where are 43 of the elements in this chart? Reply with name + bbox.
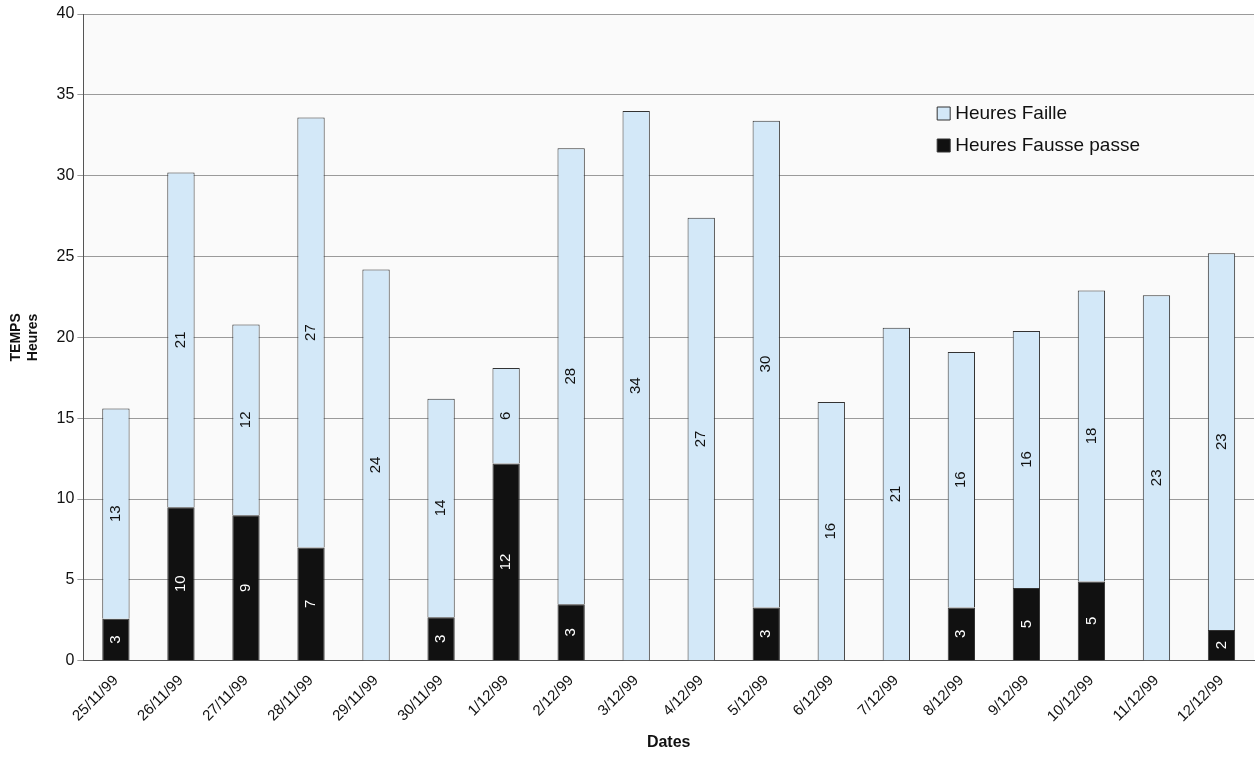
y-tick-label: 40 [56, 4, 75, 22]
data-label: 5 [1016, 619, 1034, 629]
data-label: 30 [756, 355, 774, 373]
data-label: 23 [1146, 469, 1164, 487]
data-label: 21 [171, 331, 189, 349]
data-label: 27 [301, 324, 319, 341]
data-label: 34 [626, 377, 644, 394]
data-label: 6 [496, 411, 514, 420]
data-label: 3 [951, 629, 969, 639]
data-label: 16 [951, 471, 969, 489]
y-tick-label: 15 [56, 408, 75, 426]
data-label: 5 [1081, 616, 1099, 626]
data-label: 18 [1081, 427, 1099, 445]
data-label: 7 [301, 599, 319, 609]
data-label: 24 [366, 456, 384, 474]
data-label: 9 [236, 583, 254, 592]
legend-label: Heures Fausse passe [955, 134, 1141, 156]
x-axis-title: Dates [646, 732, 691, 750]
data-label: 23 [1211, 433, 1229, 451]
data-label: 16 [821, 522, 839, 540]
data-label: 3 [561, 628, 579, 637]
data-label: 12 [496, 553, 514, 571]
data-label: 27 [691, 430, 709, 448]
y-tick-label: 20 [56, 327, 75, 345]
data-label: 12 [236, 411, 254, 429]
data-label: 21 [886, 485, 904, 503]
y-tick-label: 5 [65, 570, 75, 588]
data-label: 16 [1016, 451, 1034, 468]
y-tick-label: 0 [65, 651, 75, 669]
y-tick-label: 30 [56, 166, 75, 184]
data-label: 13 [106, 505, 124, 522]
data-label: 3 [106, 635, 124, 644]
data-label: 2 [1211, 641, 1229, 650]
data-label: 10 [171, 575, 189, 593]
data-label: 28 [561, 367, 579, 385]
data-label: 3 [431, 634, 449, 643]
y-tick-label: 25 [56, 246, 75, 264]
data-label: 3 [756, 629, 774, 639]
y-axis-title: TEMPS Heures [7, 313, 41, 362]
y-tick-label: 35 [56, 85, 75, 103]
y-tick-label: 10 [56, 489, 75, 507]
data-label: 14 [431, 499, 449, 517]
legend-label: Heures Faille [955, 102, 1068, 124]
